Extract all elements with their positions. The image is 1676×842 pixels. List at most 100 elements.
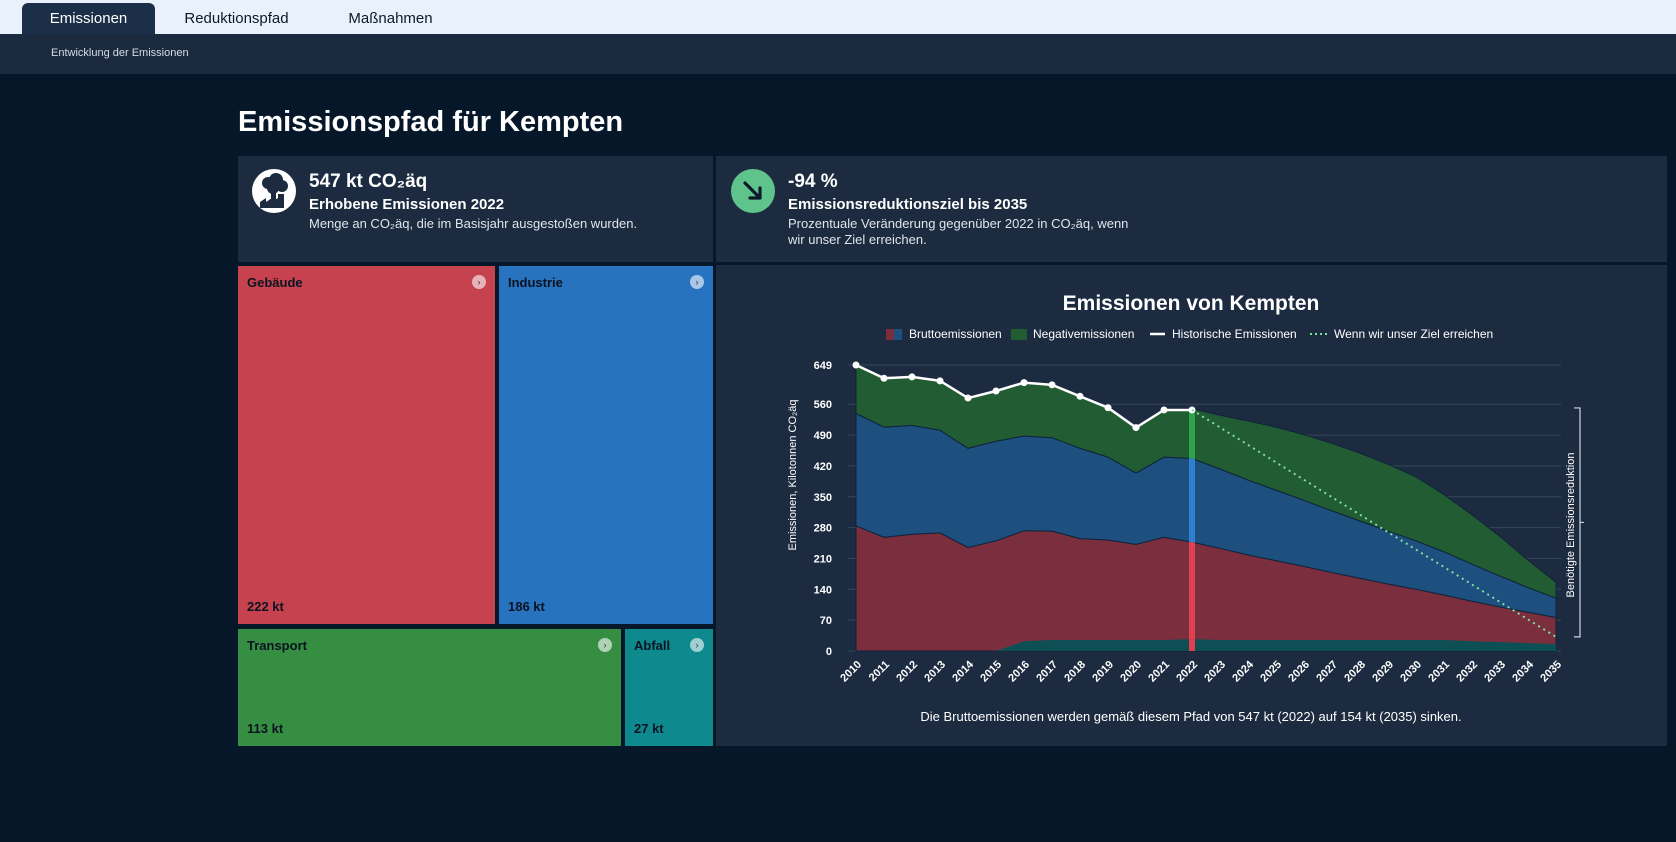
sector-value: 222 kt [247, 599, 284, 614]
chart-caption: Die Bruttoemissionen werden gemäß diesem… [920, 709, 1461, 724]
x-tick-label: 2033 [1482, 659, 1508, 685]
kpi-reduction-description-line1: Prozentuale Veränderung gegenüber 2022 i… [788, 216, 1129, 231]
sector-name: Transport [247, 638, 307, 653]
legend-item-historisch[interactable]: Historische Emissionen [1150, 327, 1297, 341]
chart-areas [855, 362, 1557, 652]
kpi-reduction-description: Prozentuale Veränderung gegenüber 2022 i… [788, 216, 1128, 248]
y-tick-label: 70 [820, 615, 832, 627]
kpi-emissions-label: Erhobene Emissionen 2022 [309, 196, 505, 213]
x-tick-label: 2016 [1006, 659, 1032, 685]
factory-smoke-icon [252, 169, 296, 213]
kpi-emissions-value: 547 kt CO₂äq [309, 171, 428, 192]
info-icon[interactable]: › [598, 638, 612, 652]
x-tick-label: 2032 [1454, 659, 1480, 685]
y-tick-label: 560 [814, 399, 832, 411]
chart-lines [852, 361, 1557, 638]
historic-point [852, 361, 860, 369]
y-tick-label: 210 [814, 553, 832, 565]
historic-point [908, 373, 916, 381]
x-tick-label: 2014 [950, 658, 976, 684]
emissions-chart: Emissionen von Kempten Bruttoemissionen … [787, 292, 1584, 724]
x-tick-label: 2035 [1538, 659, 1564, 685]
historic-point [936, 377, 944, 385]
chart-title: Emissionen von Kempten [1063, 292, 1320, 315]
x-tick-label: 2030 [1398, 659, 1424, 685]
info-icon[interactable]: › [472, 275, 486, 289]
kpi-card-emissions: 547 kt CO₂äq Erhobene Emissionen 2022 Me… [238, 156, 713, 262]
sub-navigation: Entwicklung der Emissionen [0, 34, 1676, 74]
legend-item-brutto[interactable]: Bruttoemissionen [886, 327, 1002, 341]
subnav-link-entwicklung[interactable]: Entwicklung der Emissionen [51, 47, 189, 59]
sector-name: Industrie [508, 275, 563, 290]
base-year-bar-transport [1189, 408, 1195, 459]
x-tick-label: 2031 [1426, 659, 1452, 685]
sector-name: Abfall [634, 638, 671, 653]
historic-point [1048, 381, 1056, 389]
x-tick-label: 2010 [838, 659, 864, 685]
historic-point [992, 387, 1000, 395]
y-tick-label: 420 [814, 461, 832, 473]
x-tick-label: 2026 [1286, 659, 1312, 685]
y-tick-label: 140 [814, 584, 832, 596]
x-axis-ticks: 2010 2011 2012 2013 2014 2015 2016 2017 2018 2019… [838, 658, 1564, 684]
sector-name: Gebäude [247, 275, 303, 290]
y-tick-label: 0 [826, 646, 832, 658]
x-tick-label: 2027 [1314, 659, 1340, 685]
x-tick-label: 2015 [978, 659, 1004, 685]
x-tick-label: 2029 [1370, 659, 1396, 685]
sector-tile-abfall[interactable]: Abfall › 27 kt [625, 629, 713, 746]
historic-point [1132, 424, 1140, 432]
legend-label: Historische Emissionen [1172, 327, 1297, 341]
y-tick-label: 280 [814, 523, 832, 535]
reduction-bracket: Benötigte Emissionsreduktion [1565, 407, 1584, 638]
tab-bar: Emissionen Reduktionspfad Maßnahmen [0, 0, 1676, 34]
legend-label: Negativemissionen [1033, 327, 1134, 341]
info-icon[interactable]: › [690, 275, 704, 289]
x-tick-label: 2028 [1342, 659, 1368, 685]
kpi-card-reduction: -94 % Emissionsreduktionsziel bis 2035 P… [716, 156, 1667, 262]
legend-label: Bruttoemissionen [909, 327, 1002, 341]
tab-emissionen[interactable]: Emissionen [22, 3, 155, 34]
y-axis-ticks: 0 70 140 210 280 350 420 490 560 649 [814, 360, 832, 658]
kpi-emissions-description: Menge an CO₂äq, die im Basisjahr ausgest… [309, 216, 638, 231]
x-tick-label: 2025 [1258, 659, 1284, 685]
chart-legend: Bruttoemissionen Negativemissionen Histo… [886, 327, 1493, 341]
historic-point [880, 374, 888, 382]
legend-label: Wenn wir unser Ziel erreichen [1334, 327, 1493, 341]
sector-value: 113 kt [247, 721, 284, 736]
legend-item-ziel[interactable]: Wenn wir unser Ziel erreichen [1310, 327, 1493, 341]
x-tick-label: 2012 [894, 659, 920, 685]
x-tick-label: 2019 [1090, 659, 1116, 685]
tab-massnahmen[interactable]: Maßnahmen [348, 10, 433, 27]
x-tick-label: 2022 [1174, 659, 1200, 685]
sector-tile-gebaeude[interactable]: Gebäude › 222 kt [238, 266, 495, 624]
y-axis-label: Emissionen, Kilotonnen CO₂äq [787, 399, 799, 550]
historic-point [1020, 379, 1028, 387]
emissions-chart-panel: Emissionen von Kempten Bruttoemissionen … [716, 265, 1667, 746]
base-year-bar-gebaeude [1189, 542, 1195, 651]
x-tick-label: 2034 [1510, 658, 1536, 684]
area-abfall [856, 639, 1556, 651]
historic-point [1104, 404, 1112, 412]
kpi-reduction-description-line2: wir unser Ziel erreichen. [788, 232, 927, 247]
kpi-reduction-value: -94 % [788, 171, 838, 192]
historic-point [964, 394, 972, 402]
tab-reduktionspfad[interactable]: Reduktionspfad [184, 10, 289, 27]
x-tick-label: 2020 [1118, 659, 1144, 685]
legend-item-negativ[interactable]: Negativemissionen [1011, 327, 1134, 341]
sector-value: 27 kt [634, 721, 664, 736]
right-bracket-label: Benötigte Emissionsreduktion [1565, 453, 1577, 598]
x-tick-label: 2013 [922, 659, 948, 685]
historic-point [1160, 406, 1168, 414]
x-tick-label: 2017 [1034, 659, 1060, 685]
x-tick-label: 2021 [1146, 659, 1172, 685]
base-year-bar-industrie [1189, 458, 1195, 543]
x-tick-label: 2023 [1202, 659, 1228, 685]
info-icon[interactable]: › [690, 638, 704, 652]
sector-tile-transport[interactable]: Transport › 113 kt [238, 629, 621, 746]
sector-tile-industrie[interactable]: Industrie › 186 kt [499, 266, 713, 624]
arrow-down-right-icon [731, 169, 775, 213]
page-title: Emissionspfad für Kempten [238, 106, 624, 138]
historic-point [1076, 392, 1084, 400]
y-tick-label: 490 [814, 430, 832, 442]
